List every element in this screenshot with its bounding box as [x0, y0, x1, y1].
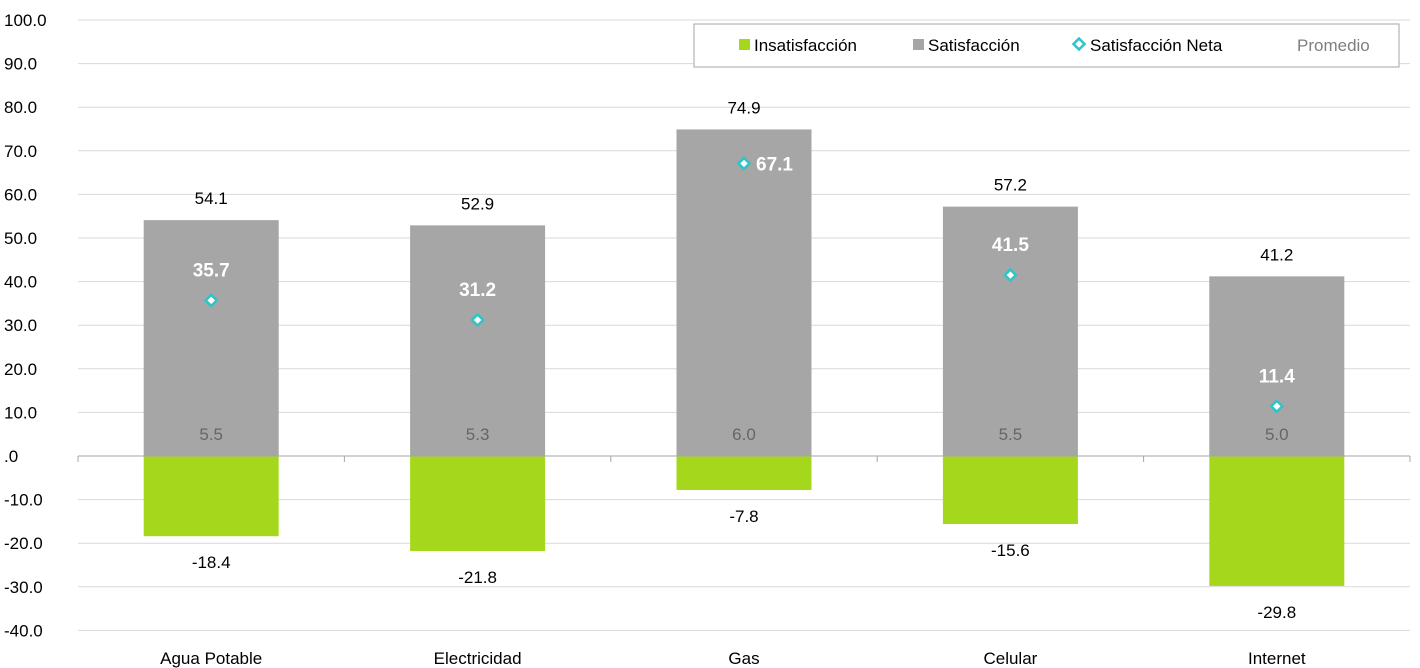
data-labels: Agua Potable 54.1 -18.4 5.5 35.7 Electricidad… — [160, 98, 1306, 668]
y-tick-label: 10.0 — [4, 403, 37, 422]
promedio-value-label: 5.5 — [999, 425, 1023, 444]
neta-value-label: 35.7 — [193, 260, 230, 281]
y-tick-label: .0 — [4, 447, 18, 466]
bar-insatisfaccion — [942, 456, 1078, 525]
neta-value-label: 67.1 — [756, 154, 793, 175]
satisfaccion-value-label: 57.2 — [994, 176, 1027, 195]
satisfaccion-value-label: 41.2 — [1260, 245, 1293, 264]
bar-insatisfaccion — [676, 456, 812, 491]
y-tick-label: 40.0 — [4, 273, 37, 292]
bars — [143, 129, 1345, 586]
promedio-value-label: 5.5 — [199, 425, 223, 444]
legend: Insatisfacción Satisfacción Satisfacción… — [693, 23, 1400, 68]
legend-marker-neta — [1071, 36, 1087, 52]
promedio-value-label: 5.3 — [466, 425, 490, 444]
bar-insatisfaccion — [1209, 456, 1345, 586]
category-label: Celular — [983, 649, 1037, 668]
neta-value-label: 11.4 — [1259, 366, 1295, 387]
net-marker — [1003, 267, 1018, 283]
bar-satisfaccion — [676, 129, 812, 456]
y-tick-label: -10.0 — [4, 491, 43, 510]
category-label: Agua Potable — [160, 649, 262, 668]
legend-label-insatisfaccion: Insatisfacción — [754, 36, 857, 55]
satisfaccion-value-label: 54.1 — [195, 189, 228, 208]
y-tick-label: 20.0 — [4, 360, 37, 379]
net-marker — [470, 312, 485, 328]
promedio-value-label: 5.0 — [1265, 425, 1289, 444]
insatisfaccion-value-label: -18.4 — [192, 553, 231, 572]
bar-satisfaccion — [143, 220, 279, 456]
bar-insatisfaccion — [143, 456, 279, 537]
y-tick-label: 60.0 — [4, 185, 37, 204]
insatisfaccion-value-label: -21.8 — [458, 568, 497, 587]
net-marker — [736, 156, 752, 171]
y-tick-label: -40.0 — [4, 621, 43, 640]
legend-label-satisfaccion: Satisfacción — [928, 36, 1020, 55]
bar-satisfaccion — [410, 225, 546, 456]
neta-value-label: 31.2 — [459, 280, 496, 301]
y-tick-label: -30.0 — [4, 578, 43, 597]
neta-value-label: 41.5 — [992, 235, 1029, 256]
bar-satisfaccion — [1209, 276, 1345, 456]
y-tick-label: 50.0 — [4, 229, 37, 248]
insatisfaccion-value-label: -15.6 — [991, 541, 1030, 560]
y-tick-label: 80.0 — [4, 98, 37, 117]
y-tick-label: 90.0 — [4, 55, 37, 74]
y-tick-label: -20.0 — [4, 534, 43, 553]
bar-insatisfaccion — [410, 456, 546, 552]
legend-box — [693, 23, 1400, 68]
legend-swatch-insatisfaccion — [739, 39, 750, 50]
legend-label-promedio: Promedio — [1297, 36, 1370, 55]
legend-swatch-satisfaccion — [913, 39, 924, 50]
axes: 100.0 90.0 80.0 70.0 60.0 50.0 40.0 30.0 20.0 10.… — [4, 11, 1411, 640]
net-marker — [1269, 399, 1285, 414]
y-tick-label: 30.0 — [4, 316, 37, 335]
legend-label-neta: Satisfacción Neta — [1090, 36, 1223, 55]
y-tick-label: 70.0 — [4, 142, 37, 161]
satisfaccion-value-label: 74.9 — [727, 98, 760, 117]
y-tick-label: 100.0 — [4, 11, 47, 30]
insatisfaccion-value-label: -29.8 — [1257, 603, 1296, 622]
category-label: Internet — [1248, 649, 1306, 668]
category-label: Gas — [728, 649, 759, 668]
category-label: Electricidad — [434, 649, 522, 668]
insatisfaccion-value-label: -7.8 — [729, 507, 758, 526]
bar-satisfaccion — [942, 206, 1078, 456]
satisfaccion-value-label: 52.9 — [461, 194, 494, 213]
net-marker — [203, 293, 219, 308]
net-markers — [203, 156, 1285, 414]
promedio-value-label: 6.0 — [732, 425, 756, 444]
